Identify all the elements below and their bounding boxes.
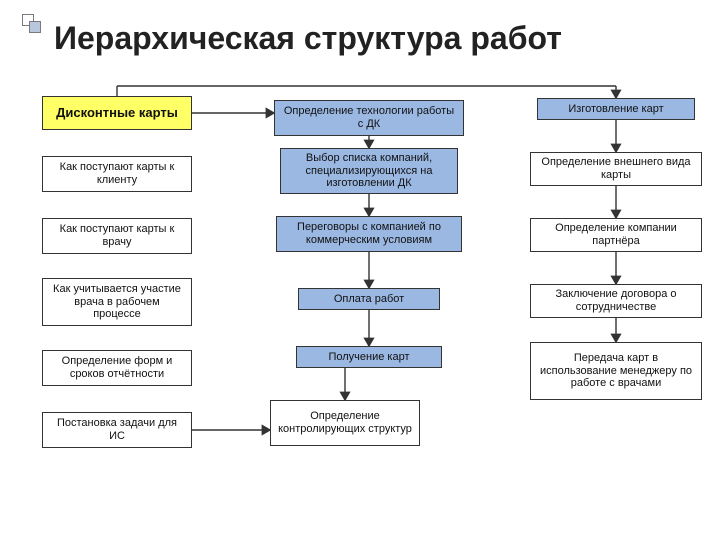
node-n17: Определение контролирующих структур: [270, 400, 420, 446]
node-n15: Передача карт в использование менеджеру …: [530, 342, 702, 400]
node-n13: Определение форм и сроков отчётности: [42, 350, 192, 386]
node-n14: Получение карт: [296, 346, 442, 368]
node-n6: Определение внешнего вида карты: [530, 152, 702, 186]
decor-square-2: [29, 21, 41, 33]
node-n5: Выбор списка компаний, специализирующихс…: [280, 148, 458, 194]
node-n7: Как поступают карты к врачу: [42, 218, 192, 254]
node-n2: Определение технологии работы с ДК: [274, 100, 464, 136]
node-n3: Изготовление карт: [537, 98, 695, 120]
node-n9: Определение компании партнёра: [530, 218, 702, 252]
node-n1: Дисконтные карты: [42, 96, 192, 130]
connectors-layer: [0, 0, 720, 540]
node-n11: Оплата работ: [298, 288, 440, 310]
node-n4: Как поступают карты к клиенту: [42, 156, 192, 192]
page-title: Иерархическая структура работ: [54, 20, 562, 57]
node-n8: Переговоры с компанией по коммерческим у…: [276, 216, 462, 252]
node-n16: Постановка задачи для ИС: [42, 412, 192, 448]
node-n10: Как учитывается участие врача в рабочем …: [42, 278, 192, 326]
node-n12: Заключение договора о сотрудничестве: [530, 284, 702, 318]
